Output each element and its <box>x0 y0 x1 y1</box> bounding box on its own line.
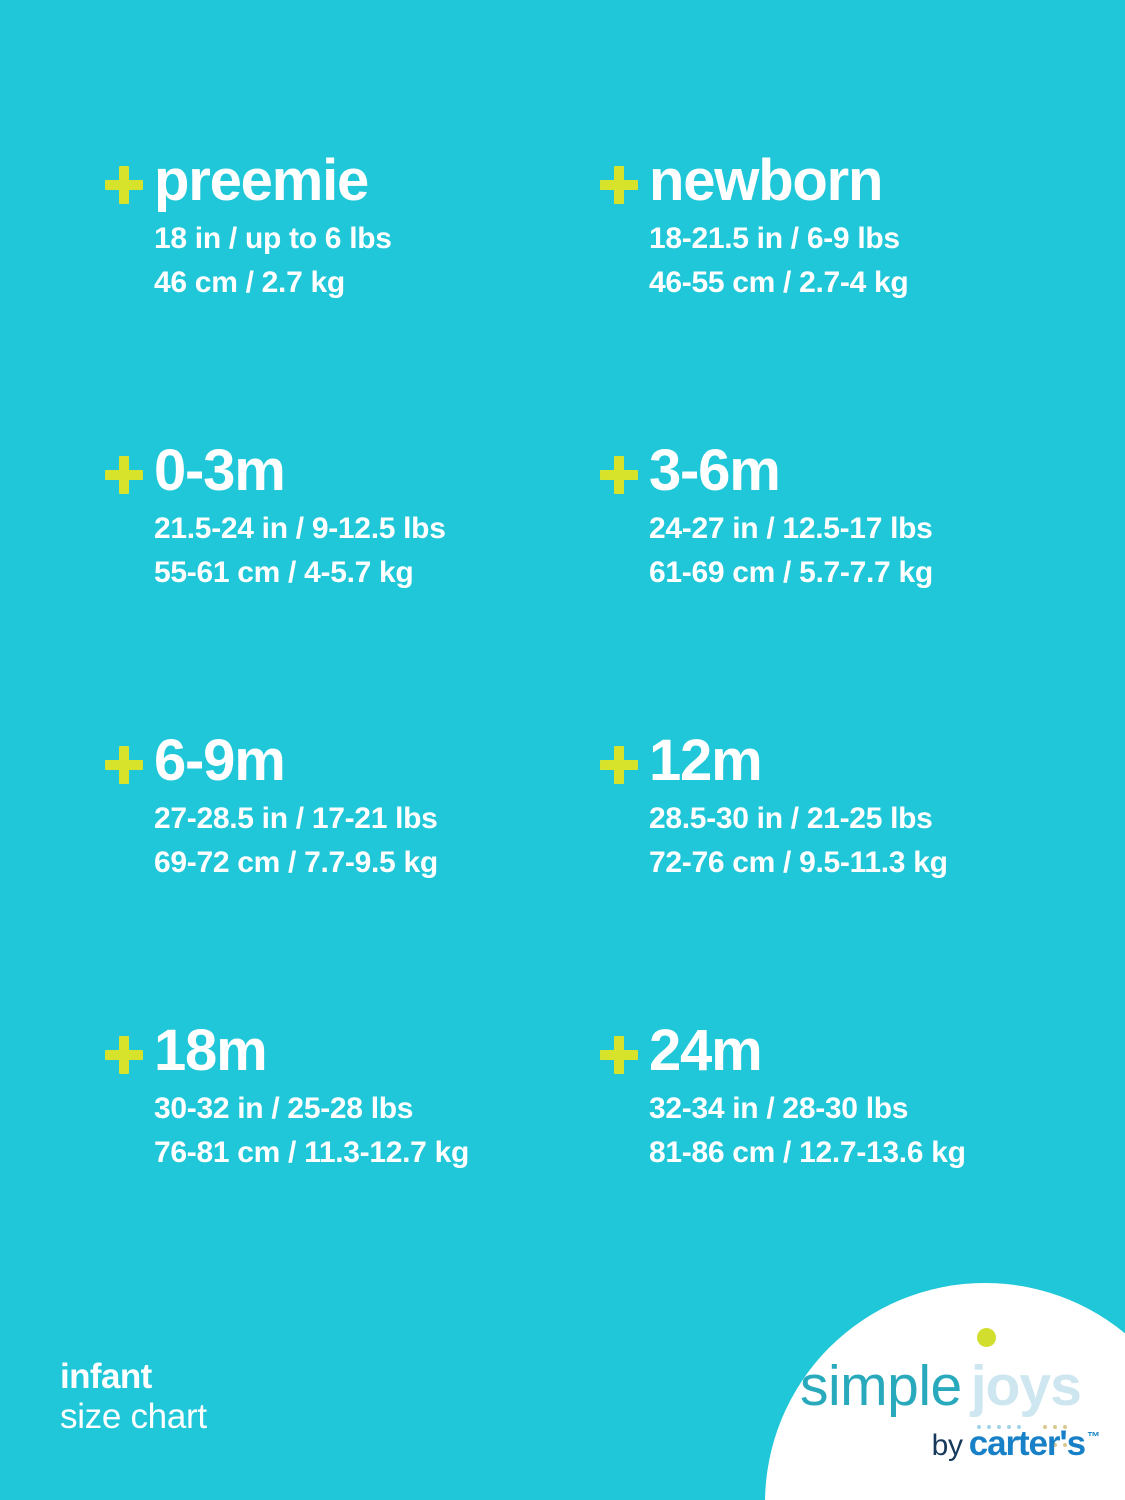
size-entry-24m: 24m 32-34 in / 28-30 lbs 81-86 cm / 12.7… <box>600 1018 1125 1310</box>
size-label: 18m <box>154 1018 268 1083</box>
plus-icon <box>600 1036 638 1074</box>
size-entry-newborn: newborn 18-21.5 in / 6-9 lbs 46-55 cm / … <box>600 148 1125 440</box>
size-measurement-metric: 72-76 cm / 9.5-11.3 kg <box>649 845 948 879</box>
size-entry-header: 12m <box>600 728 1125 793</box>
plus-icon <box>105 456 143 494</box>
size-entry-0-3m: 0-3m 21.5-24 in / 9-12.5 lbs 55-61 cm / … <box>105 438 600 730</box>
logo-dotted-rule-left <box>976 1416 1027 1429</box>
size-entry-header: 3-6m <box>600 438 1125 503</box>
trademark-symbol: ™ <box>1087 1429 1100 1444</box>
size-label: 12m <box>649 728 763 793</box>
size-entry-18m: 18m 30-32 in / 25-28 lbs 76-81 cm / 11.3… <box>105 1018 600 1310</box>
logo-word-joys-wrapper: joys <box>971 1328 1082 1447</box>
size-measurement-metric: 46 cm / 2.7 kg <box>154 265 345 299</box>
size-measurement-metric: 76-81 cm / 11.3-12.7 kg <box>154 1135 469 1169</box>
size-measurement-metric: 46-55 cm / 2.7-4 kg <box>649 265 909 299</box>
size-measurement-imperial: 30-32 in / 25-28 lbs <box>154 1091 414 1125</box>
size-measurements: 30-32 in / 25-28 lbs 76-81 cm / 11.3-12.… <box>154 1087 600 1175</box>
size-label: preemie <box>154 148 369 213</box>
size-measurements: 27-28.5 in / 17-21 lbs 69-72 cm / 7.7-9.… <box>154 797 600 885</box>
size-entry-header: 18m <box>105 1018 600 1083</box>
size-measurements: 24-27 in / 12.5-17 lbs 61-69 cm / 5.7-7.… <box>649 507 1125 595</box>
caption-subtitle: size chart <box>60 1397 207 1437</box>
plus-icon <box>105 746 143 784</box>
size-measurement-imperial: 27-28.5 in / 17-21 lbs <box>154 801 438 835</box>
size-measurements: 18-21.5 in / 6-9 lbs 46-55 cm / 2.7-4 kg <box>649 217 1125 305</box>
size-label: 0-3m <box>154 438 286 503</box>
logo-byline: by carter's ™ <box>932 1424 1100 1464</box>
size-measurement-imperial: 28.5-30 in / 21-25 lbs <box>649 801 933 835</box>
size-measurement-imperial: 18 in / up to 6 lbs <box>154 221 392 255</box>
size-grid: preemie 18 in / up to 6 lbs 46 cm / 2.7 … <box>105 148 1125 1169</box>
plus-icon <box>600 746 638 784</box>
logo-carters-text: carter's <box>968 1424 1086 1463</box>
plus-icon <box>105 166 143 204</box>
size-entry-header: newborn <box>600 148 1125 213</box>
logo-dotted-rule-right <box>1042 1416 1081 1447</box>
size-entry-12m: 12m 28.5-30 in / 21-25 lbs 72-76 cm / 9.… <box>600 728 1125 1020</box>
logo-wordmark: simple joys <box>800 1328 1100 1447</box>
size-entry-6-9m: 6-9m 27-28.5 in / 17-21 lbs 69-72 cm / 7… <box>105 728 600 1020</box>
size-measurement-imperial: 21.5-24 in / 9-12.5 lbs <box>154 511 446 545</box>
size-measurement-imperial: 24-27 in / 12.5-17 lbs <box>649 511 933 545</box>
size-measurement-imperial: 32-34 in / 28-30 lbs <box>649 1091 909 1125</box>
brand-logo: simple joys by carter's ™ <box>800 1328 1100 1478</box>
size-measurement-metric: 69-72 cm / 7.7-9.5 kg <box>154 845 438 879</box>
logo-by-text: by <box>931 1429 963 1462</box>
logo-word-joys: joys <box>970 1354 1082 1418</box>
size-label: 24m <box>649 1018 763 1083</box>
size-measurements: 28.5-30 in / 21-25 lbs 72-76 cm / 9.5-11… <box>649 797 1125 885</box>
plus-icon <box>105 1036 143 1074</box>
logo-word-simple: simple <box>800 1354 962 1418</box>
plus-icon <box>600 166 638 204</box>
size-entry-header: 6-9m <box>105 728 600 793</box>
size-measurement-metric: 55-61 cm / 4-5.7 kg <box>154 555 414 589</box>
size-measurements: 21.5-24 in / 9-12.5 lbs 55-61 cm / 4-5.7… <box>154 507 600 595</box>
size-label: 3-6m <box>649 438 781 503</box>
size-measurement-metric: 81-86 cm / 12.7-13.6 kg <box>649 1135 966 1169</box>
size-entry-3-6m: 3-6m 24-27 in / 12.5-17 lbs 61-69 cm / 5… <box>600 438 1125 730</box>
size-label: newborn <box>649 148 883 213</box>
size-entry-header: 24m <box>600 1018 1125 1083</box>
logo-dot-icon <box>976 1328 996 1347</box>
plus-icon <box>600 456 638 494</box>
size-measurements: 18 in / up to 6 lbs 46 cm / 2.7 kg <box>154 217 600 305</box>
size-measurements: 32-34 in / 28-30 lbs 81-86 cm / 12.7-13.… <box>649 1087 1125 1175</box>
size-entry-preemie: preemie 18 in / up to 6 lbs 46 cm / 2.7 … <box>105 148 600 440</box>
size-entry-header: 0-3m <box>105 438 600 503</box>
size-measurement-metric: 61-69 cm / 5.7-7.7 kg <box>649 555 933 589</box>
size-entry-header: preemie <box>105 148 600 213</box>
size-measurement-imperial: 18-21.5 in / 6-9 lbs <box>649 221 900 255</box>
size-label: 6-9m <box>154 728 286 793</box>
caption-title: infant <box>60 1356 152 1396</box>
footer-caption: infant size chart <box>60 1357 207 1438</box>
